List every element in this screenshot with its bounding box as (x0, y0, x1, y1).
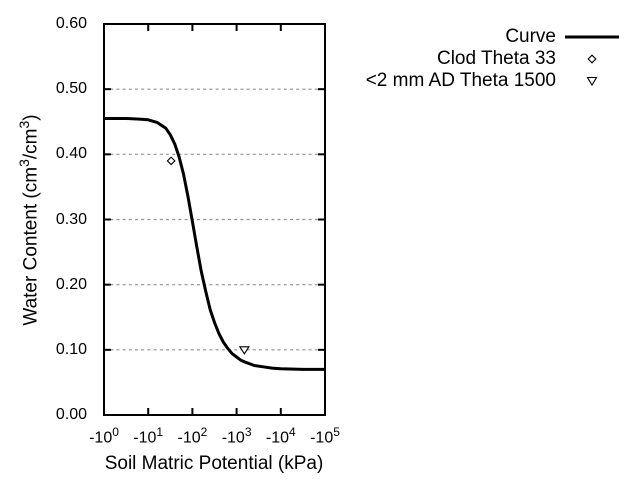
legend-row-clod-theta-33: Clod Theta 33 (366, 48, 620, 70)
y-axis-title-superscript: 3 (16, 120, 32, 129)
legend-swatch-glyph (565, 35, 619, 39)
legend-line-swatch (564, 29, 620, 45)
x-axis-title: Soil Matric Potential (kPa) (104, 453, 324, 474)
legend-diamond-marker-icon (564, 51, 620, 67)
y-axis-title-superscript: 3 (16, 159, 32, 167)
legend-swatch-glyph (586, 76, 598, 87)
legend-swatch-glyph (587, 54, 597, 64)
y-axis-title-text: Water Content (cm (20, 166, 42, 326)
legend-triangle-down-marker-icon (564, 73, 620, 89)
data-point-triangle-down (238, 346, 250, 355)
diamond-icon (587, 54, 597, 64)
triangle-down-icon (586, 76, 598, 87)
y-axis-title: Water Content (cm3/cm3) (11, 50, 41, 390)
legend-label-curve: Curve (505, 26, 556, 47)
plot-frame (103, 23, 326, 416)
legend-label-ad-theta-1500: <2 mm AD Theta 1500 (365, 70, 556, 91)
y-axis-title-text: /cm (20, 128, 42, 160)
data-point-diamond (166, 156, 176, 166)
legend: Curve Clod Theta 33 <2 mm AD Theta 1500 (366, 26, 620, 92)
retention-curve (104, 117, 325, 371)
y-axis-title-text: ) (20, 114, 42, 121)
legend-row-ad-theta-1500: <2 mm AD Theta 1500 (366, 70, 620, 92)
legend-row-curve: Curve (366, 26, 620, 48)
legend-label-clod-theta-33: Clod Theta 33 (436, 48, 556, 69)
